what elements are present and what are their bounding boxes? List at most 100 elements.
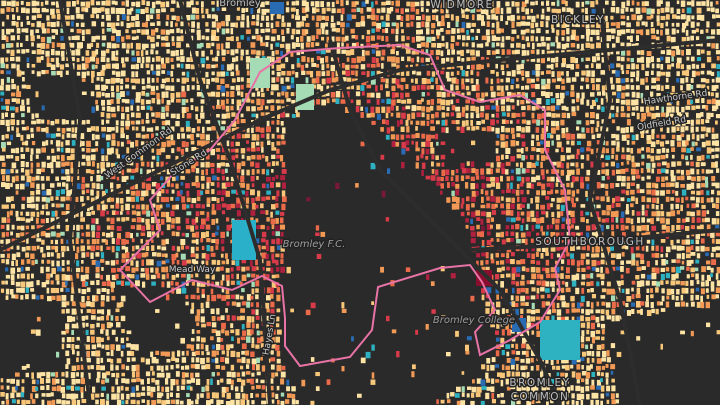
building	[420, 42, 425, 47]
building	[70, 15, 75, 20]
building	[200, 162, 205, 168]
building	[276, 77, 280, 82]
building	[156, 148, 162, 155]
building	[206, 203, 210, 207]
building	[31, 294, 36, 300]
building	[526, 253, 531, 258]
building	[715, 114, 720, 119]
building	[245, 29, 251, 34]
building	[631, 0, 635, 6]
building	[61, 267, 65, 272]
building	[416, 22, 421, 28]
building	[626, 198, 631, 202]
building	[246, 127, 250, 133]
building	[151, 70, 156, 75]
building	[620, 15, 626, 19]
building	[121, 253, 126, 259]
building	[25, 266, 30, 271]
building	[250, 8, 254, 14]
building	[666, 288, 672, 296]
building	[280, 63, 286, 69]
building	[450, 57, 454, 64]
building	[256, 91, 261, 97]
building	[596, 56, 600, 61]
building	[380, 154, 385, 160]
building	[5, 204, 9, 209]
building	[215, 231, 219, 236]
building	[470, 119, 473, 126]
building	[591, 63, 594, 68]
building	[701, 105, 707, 109]
building	[536, 119, 540, 126]
building	[705, 280, 709, 287]
building	[511, 189, 516, 194]
building	[11, 92, 16, 97]
building	[40, 210, 44, 215]
building	[142, 281, 146, 288]
building	[670, 280, 676, 286]
building	[190, 14, 196, 20]
building	[612, 43, 616, 50]
building	[495, 7, 500, 14]
building	[152, 57, 155, 62]
building	[441, 43, 445, 47]
building	[350, 70, 355, 75]
building	[590, 273, 594, 279]
building	[366, 84, 372, 89]
building	[440, 8, 444, 14]
building	[21, 49, 26, 54]
building	[686, 246, 691, 253]
building	[666, 246, 671, 253]
building	[690, 245, 694, 251]
building	[101, 64, 106, 71]
building	[66, 175, 71, 182]
building	[71, 323, 77, 329]
building	[20, 42, 23, 47]
building	[712, 98, 716, 105]
building	[131, 267, 136, 273]
building	[486, 183, 492, 188]
building	[406, 70, 410, 76]
building	[700, 295, 703, 303]
building	[320, 57, 324, 64]
building	[145, 267, 149, 275]
building	[196, 35, 201, 41]
building	[321, 7, 326, 14]
building	[240, 113, 244, 118]
building	[646, 189, 652, 195]
building	[20, 134, 24, 141]
building	[191, 218, 197, 225]
building	[546, 176, 552, 182]
building	[251, 14, 256, 19]
building	[30, 133, 34, 138]
building	[265, 254, 269, 260]
building	[451, 170, 455, 176]
building	[635, 77, 640, 82]
building	[146, 259, 151, 266]
building	[490, 253, 494, 260]
building	[531, 273, 537, 280]
building	[96, 322, 100, 328]
building	[15, 294, 19, 299]
building	[610, 7, 615, 13]
building	[680, 281, 685, 286]
building	[416, 56, 420, 63]
building	[157, 245, 161, 250]
building	[21, 246, 26, 252]
building	[576, 302, 582, 309]
building	[35, 148, 41, 154]
building	[231, 273, 234, 279]
building	[506, 183, 510, 189]
building	[271, 50, 275, 57]
building	[155, 56, 161, 62]
building	[430, 142, 433, 148]
building	[680, 184, 685, 188]
building	[360, 141, 365, 147]
building	[425, 175, 431, 180]
building	[315, 42, 320, 46]
building	[706, 127, 711, 133]
building	[421, 21, 425, 28]
building	[56, 260, 60, 267]
building	[161, 253, 166, 257]
building	[636, 50, 641, 55]
